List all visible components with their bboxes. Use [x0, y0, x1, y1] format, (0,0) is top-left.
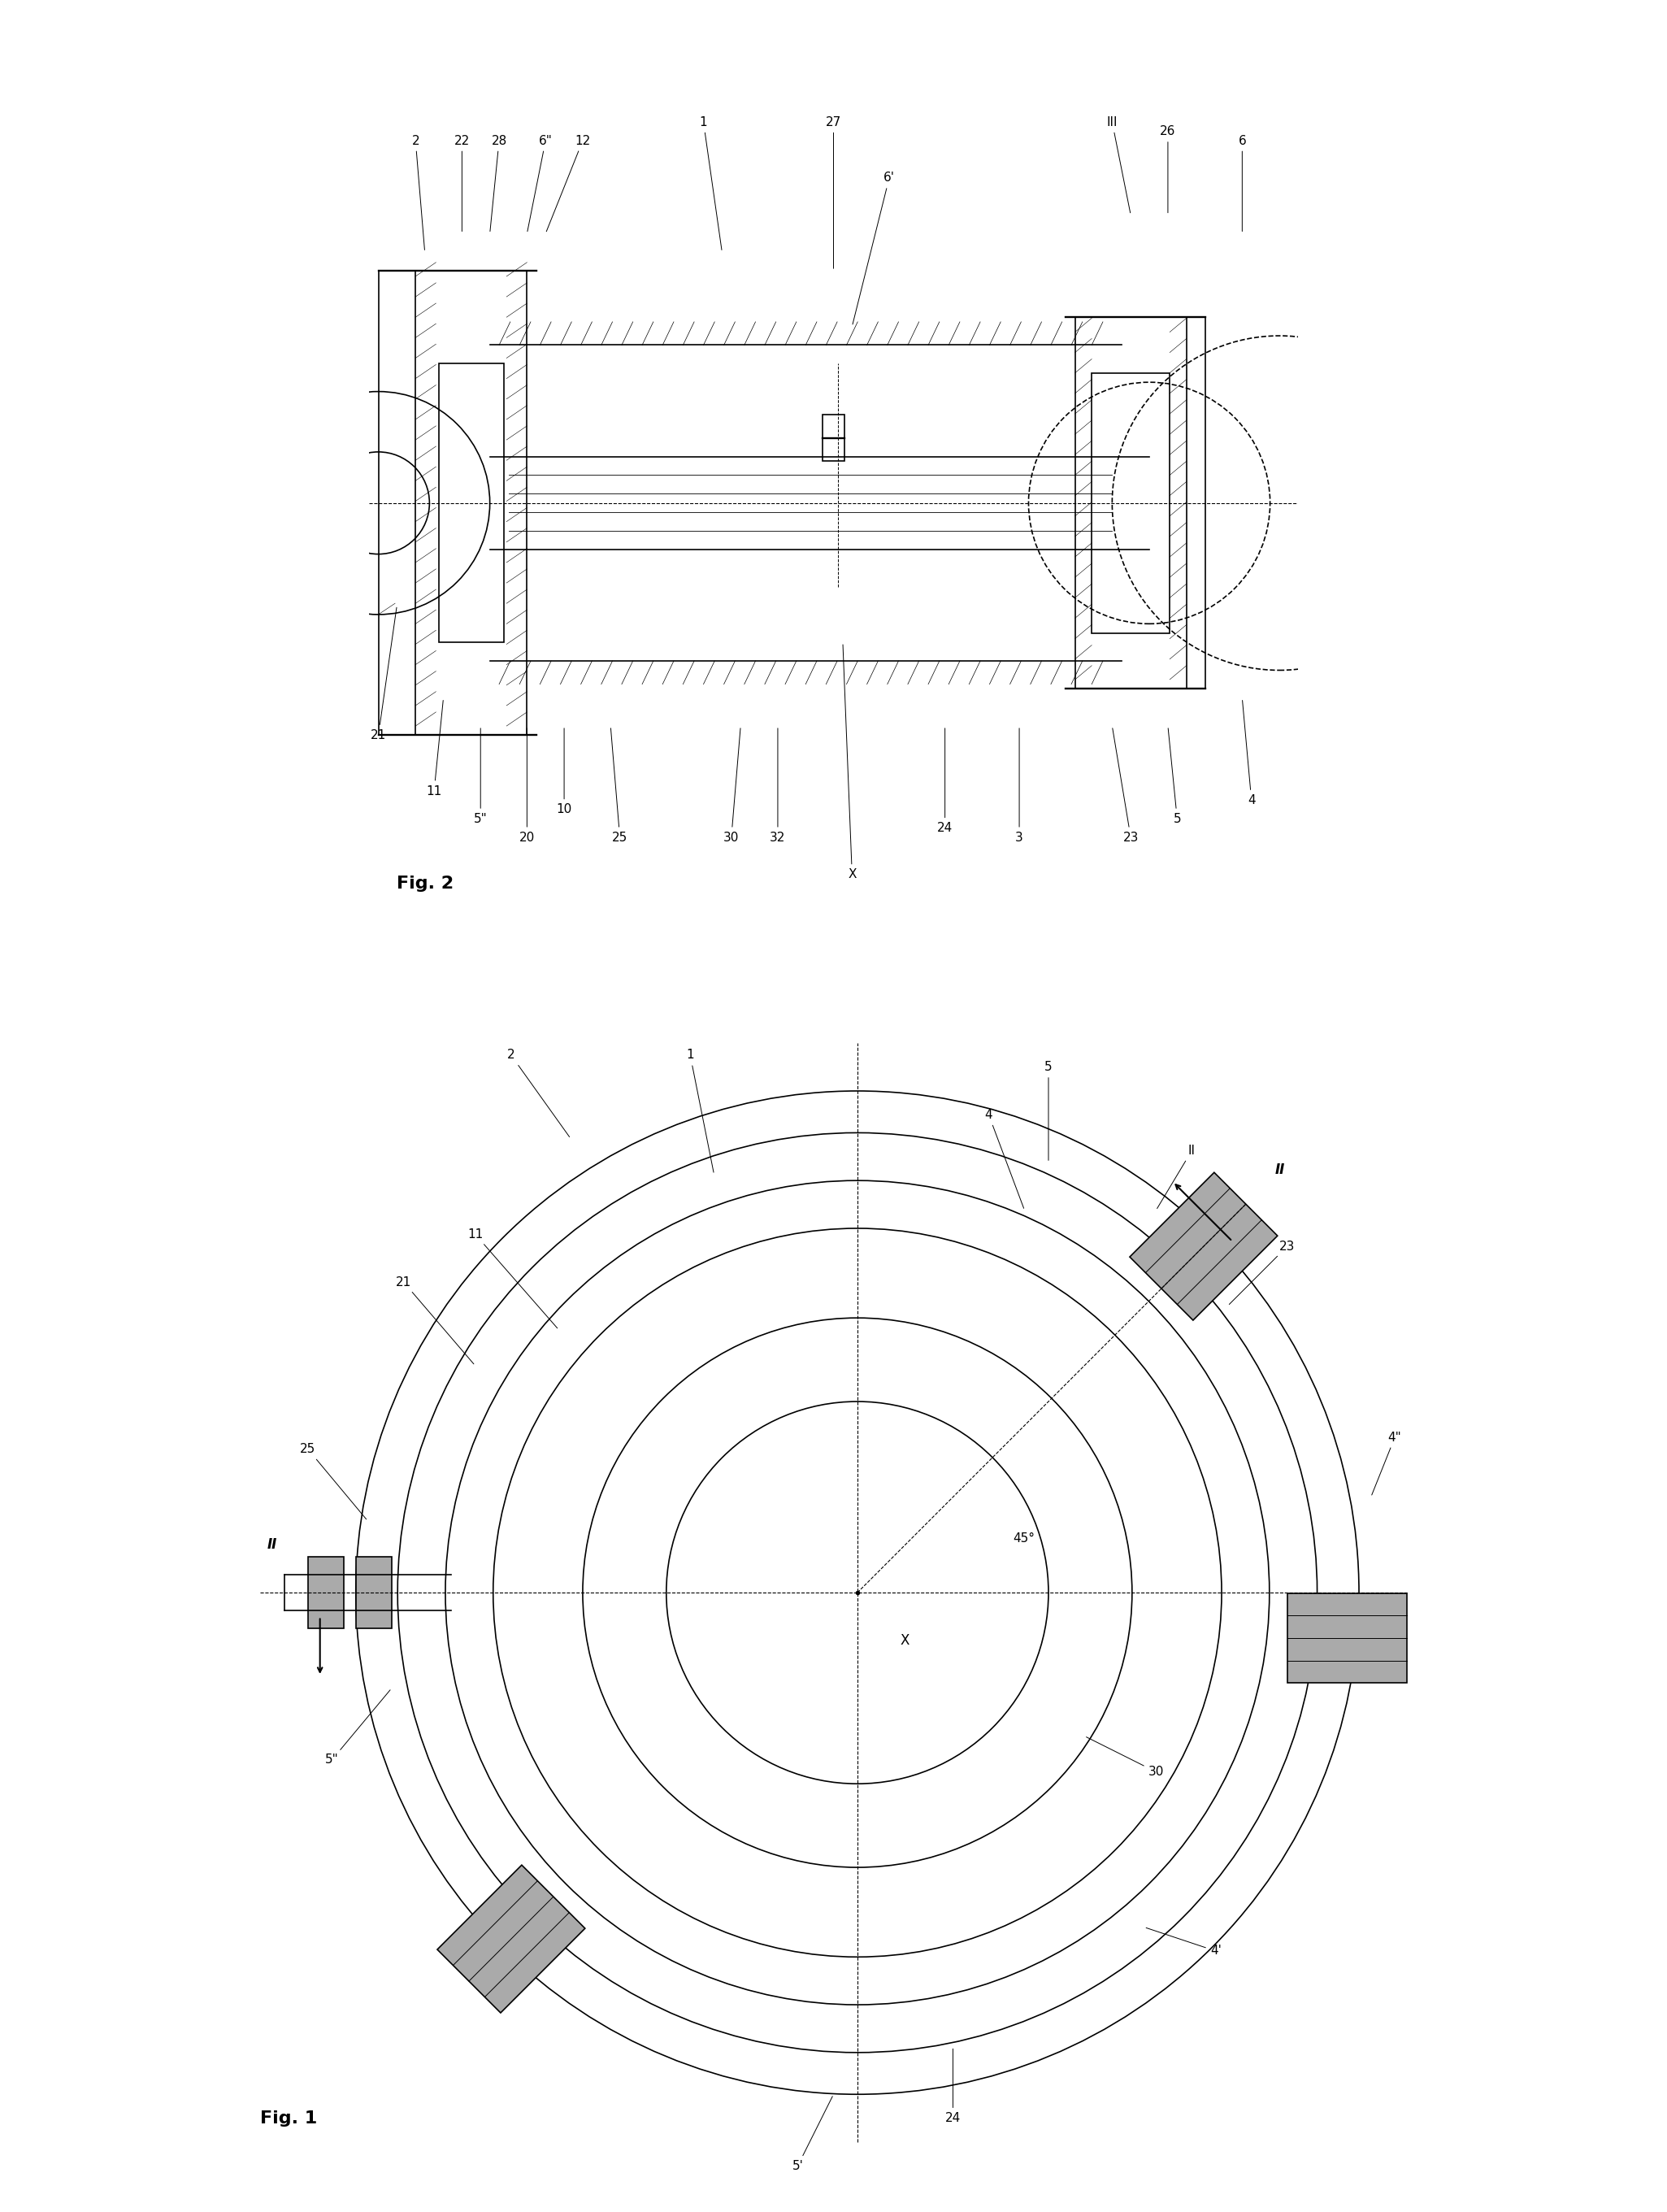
Text: 22: 22 — [453, 135, 470, 232]
Polygon shape — [437, 1865, 585, 2013]
Bar — [438, 363, 503, 641]
Bar — [415, 270, 527, 734]
Text: II: II — [1275, 1164, 1285, 1177]
Text: 30: 30 — [723, 728, 740, 843]
Polygon shape — [1287, 1593, 1407, 1683]
Text: 4': 4' — [1147, 1929, 1222, 1958]
Bar — [822, 416, 845, 462]
Text: 5": 5" — [325, 1690, 390, 1765]
Text: 6": 6" — [527, 135, 552, 232]
Text: 23: 23 — [1229, 1241, 1295, 1305]
Text: 4: 4 — [1242, 701, 1255, 807]
Text: Fig. 1: Fig. 1 — [260, 2110, 317, 2126]
Text: 1: 1 — [687, 1048, 713, 1172]
Text: 24: 24 — [937, 728, 954, 834]
Text: 25: 25 — [300, 1442, 367, 1520]
Text: Fig. 2: Fig. 2 — [397, 876, 453, 891]
Text: X: X — [844, 644, 857, 880]
Text: 5": 5" — [473, 728, 487, 825]
Bar — [308, 1557, 343, 1628]
Text: 5': 5' — [792, 2097, 832, 2172]
Text: 27: 27 — [825, 115, 842, 268]
Text: 21: 21 — [370, 608, 397, 741]
Bar — [355, 1557, 392, 1628]
Text: 45°: 45° — [1012, 1533, 1035, 1544]
Text: X: X — [900, 1632, 910, 1648]
Text: 32: 32 — [770, 728, 785, 843]
Polygon shape — [1130, 1172, 1277, 1321]
Text: II: II — [1157, 1144, 1195, 1208]
Text: 21: 21 — [395, 1276, 473, 1365]
Text: 5: 5 — [1169, 728, 1182, 825]
Text: 1: 1 — [700, 115, 722, 250]
Text: 3: 3 — [1015, 728, 1024, 843]
Text: 6': 6' — [852, 173, 895, 325]
Text: 28: 28 — [490, 135, 507, 232]
Text: III: III — [1107, 115, 1130, 212]
Text: 2: 2 — [507, 1048, 570, 1137]
Text: 12: 12 — [547, 135, 590, 232]
Text: 23: 23 — [1112, 728, 1139, 843]
Text: 25: 25 — [610, 728, 628, 843]
Text: 11: 11 — [427, 701, 443, 796]
Text: 5: 5 — [1045, 1062, 1052, 1161]
Text: 2: 2 — [412, 135, 425, 250]
Bar — [1075, 316, 1187, 688]
Text: 10: 10 — [557, 728, 572, 816]
Text: 4": 4" — [1372, 1431, 1402, 1495]
Text: 20: 20 — [518, 728, 535, 843]
Text: 6: 6 — [1239, 135, 1247, 232]
Bar — [1092, 374, 1170, 633]
Text: 30: 30 — [1087, 1736, 1164, 1778]
Text: 11: 11 — [467, 1228, 557, 1327]
Text: 4: 4 — [985, 1108, 1024, 1208]
Text: II: II — [267, 1537, 277, 1553]
Text: 26: 26 — [1160, 126, 1175, 212]
Text: 24: 24 — [945, 2048, 960, 2124]
